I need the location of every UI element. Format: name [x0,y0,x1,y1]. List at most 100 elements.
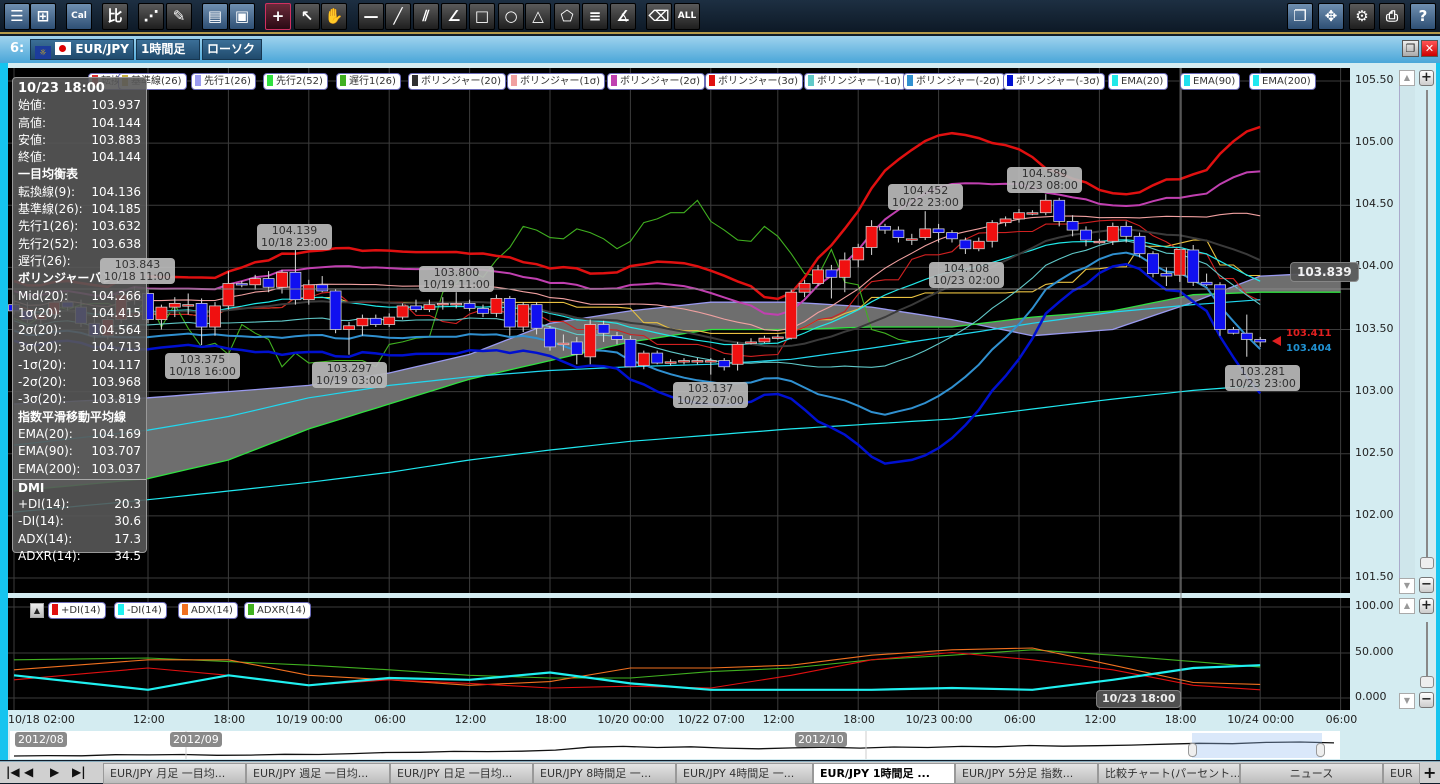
zoom-out-price-button[interactable]: − [1419,577,1434,593]
candle-up[interactable] [276,271,288,288]
candle-down[interactable] [1200,281,1213,286]
candle-up[interactable] [919,228,932,238]
symbol-button[interactable]: ☼ EUR/JPY [30,39,134,60]
candle-down[interactable] [932,228,945,233]
legend-chip[interactable]: ボリンジャー(3σ) [705,73,804,90]
candle-up[interactable] [852,247,865,261]
dmi-legend-chip[interactable]: -DI(14) [114,602,167,619]
candle-down[interactable] [530,304,543,329]
tab-last-button[interactable]: ▶| [72,765,86,779]
pointer-button[interactable]: ↖ [294,3,320,30]
candle-down[interactable] [503,298,516,328]
candle-up[interactable] [812,269,824,284]
chart-type-button[interactable]: ローソク [202,39,262,60]
candle-up[interactable] [664,361,677,364]
tab-first-button[interactable]: |◀ [6,765,20,779]
price-scroll-up-button[interactable]: ▲ [1399,70,1415,86]
candle-down[interactable] [624,339,637,368]
pencil-button[interactable]: ✎ [166,3,192,30]
hand-button[interactable]: ✋ [321,3,347,30]
candle-down[interactable] [1147,253,1159,274]
dmi-zoom-slider[interactable] [1426,622,1428,680]
fullscreen-button[interactable]: ✥ [1318,3,1344,30]
tab-prev-button[interactable]: ◀ [24,765,34,779]
legend-chip[interactable]: 先行1(26) [191,73,256,90]
candle-up[interactable] [1013,212,1025,220]
candle-up[interactable] [249,278,262,286]
fibonacci-fan-button[interactable]: ∠ [441,3,467,30]
legend-chip[interactable]: ボリンジャー(20) [408,73,507,90]
candle-down[interactable] [463,303,476,309]
candle-down[interactable] [410,305,422,311]
chart-tab[interactable]: 比較チャート(パーセント... [1098,763,1240,784]
price-scroll-down-button[interactable]: ▼ [1399,578,1415,594]
new-chart-button[interactable]: ⊞ [30,3,56,30]
chart-tab[interactable]: EUR/JPY 5分足 指数... [955,763,1098,784]
panel-divider[interactable] [8,594,1350,597]
candle-up[interactable] [838,259,851,278]
chart-settings-button[interactable]: ▤ [202,3,228,30]
chart-tab[interactable]: ニュース [1240,763,1383,784]
candle-up[interactable] [302,284,315,301]
horizontal-line-button[interactable]: — [358,3,384,30]
candle-down[interactable] [1187,249,1200,283]
chart-tab[interactable]: EUR/JPY 週足 一目均... [246,763,390,784]
candle-down[interactable] [959,239,972,250]
print-button[interactable]: ⎙ [1379,3,1405,30]
candle-down[interactable] [235,283,248,286]
candle-up[interactable] [986,222,999,242]
candle-down[interactable] [1160,273,1173,277]
candle-down[interactable] [544,327,556,348]
fibonacci-lines-button[interactable]: ≡ [582,3,608,30]
candle-up[interactable] [1026,212,1039,215]
legend-chip[interactable]: EMA(200) [1249,73,1316,90]
candle-up[interactable] [758,337,771,343]
calendar-button[interactable]: Cal [66,3,92,30]
candle-down[interactable] [289,271,302,301]
delete-all-button[interactable]: ALL [674,3,700,30]
navigator-selection[interactable] [1192,733,1322,758]
candle-up[interactable] [436,303,449,306]
price-zoom-slider-handle[interactable] [1420,557,1434,569]
price-zoom-slider[interactable] [1426,90,1428,560]
dmi-legend-chip[interactable]: ADX(14) [178,602,238,619]
candle-down[interactable] [1120,225,1133,237]
candle-up[interactable] [691,360,704,363]
candle-up[interactable] [678,360,690,363]
candle-down[interactable] [262,278,275,288]
candle-down[interactable] [1214,284,1226,330]
indicator-button[interactable]: ⋰ [138,3,164,30]
candle-up[interactable] [396,305,409,318]
chart-tab[interactable]: EUR/JPY 日足 一目均... [390,763,533,784]
dmi-legend-chip[interactable]: +DI(14) [48,602,106,619]
candle-down[interactable] [1080,229,1092,241]
candle-down[interactable] [825,269,838,278]
compare-button[interactable]: 比 [102,3,128,30]
chart-tab[interactable]: EUR/JPY 8時間足 一... [533,763,676,784]
chart-tab[interactable]: EUR/JPY 4時間足 一... [676,763,813,784]
candle-up[interactable] [209,305,221,328]
candle-up[interactable] [222,283,235,307]
legend-chip[interactable]: 遅行1(26) [336,73,401,90]
parallel-lines-button[interactable]: ⫽ [413,3,439,30]
candle-up[interactable] [450,303,463,306]
candle-down[interactable] [892,229,905,238]
candle-up[interactable] [637,352,650,366]
navigator-left-handle[interactable] [1188,743,1197,757]
legend-chip[interactable]: EMA(90) [1180,73,1241,90]
zoom-in-dmi-button[interactable]: + [1419,598,1434,614]
dmi-scroll-up-button[interactable]: ▲ [1399,598,1415,614]
candle-up[interactable] [423,304,436,311]
candle-down[interactable] [611,335,623,340]
chart-tab[interactable]: EUR/JPY 月足 一目均... [103,763,246,784]
zoom-in-price-button[interactable]: + [1419,70,1434,86]
dmi-zoom-slider-handle[interactable] [1420,676,1434,688]
legend-chip[interactable]: EMA(20) [1108,73,1169,90]
candle-up[interactable] [343,325,355,330]
candle-down[interactable] [195,303,208,328]
candle-up[interactable] [168,303,181,308]
candle-up[interactable] [490,298,503,314]
candle-up[interactable] [1106,225,1119,242]
chart-tab[interactable]: EUR/JPY 1時間足 ... [813,763,955,784]
pentagon-button[interactable]: ⬠ [554,3,580,30]
